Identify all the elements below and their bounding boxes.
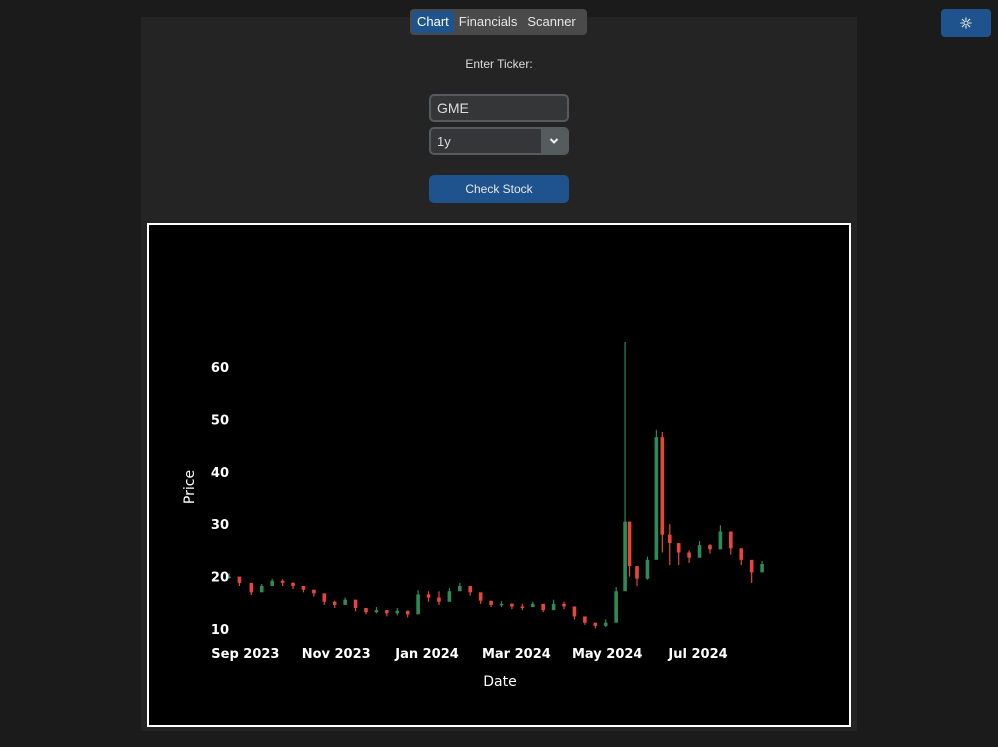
candle-body	[395, 610, 400, 614]
y-tick-label: 60	[211, 361, 229, 376]
x-axis-title: Date	[483, 674, 516, 690]
candle-body	[426, 594, 431, 598]
candle-body	[708, 545, 712, 550]
tab-chart[interactable]: Chart	[412, 11, 454, 33]
y-axis-title: Price	[182, 470, 198, 504]
ticker-input[interactable]	[429, 94, 569, 122]
candle-body	[635, 566, 639, 579]
x-tick-label: Jan 2024	[394, 647, 459, 662]
candle-body	[280, 580, 285, 583]
y-tick-label: 10	[211, 623, 229, 638]
candle-body	[510, 603, 514, 607]
price-chart: 10 20 30 40 50 60 Sep 2023 Nov 2023 Jan 2024 Mar…	[147, 223, 851, 727]
candle-body	[353, 599, 358, 609]
settings-button[interactable]	[941, 9, 991, 37]
x-tick-label: May 2024	[572, 647, 643, 662]
candle-body	[645, 559, 650, 579]
period-value: 1y	[437, 133, 451, 149]
candle-body	[697, 545, 702, 558]
candle-body	[603, 622, 608, 626]
candle-body	[654, 437, 659, 560]
candles-layer	[227, 341, 764, 629]
y-tick-label: 40	[211, 466, 229, 481]
y-tick-label: 50	[211, 413, 229, 428]
check-stock-button[interactable]: Check Stock	[429, 175, 569, 203]
candle-body	[520, 606, 525, 608]
candle-body	[499, 603, 504, 606]
candle-body	[687, 552, 691, 558]
tab-financials[interactable]: Financials	[458, 14, 518, 29]
candle-body	[458, 586, 462, 592]
candle-body	[447, 591, 452, 602]
candle-body	[583, 616, 587, 623]
candle-body	[739, 548, 744, 560]
candle-body	[416, 594, 420, 615]
candle-body	[478, 592, 483, 601]
candle-body	[237, 576, 242, 583]
candle-body	[551, 603, 556, 611]
candle-body	[489, 600, 493, 605]
candle-body	[614, 591, 618, 623]
candle-body	[270, 580, 274, 587]
candle-body	[660, 437, 665, 535]
x-tick-label: Sep 2023	[211, 647, 279, 662]
candle-body	[572, 606, 577, 617]
candle-body	[593, 622, 598, 626]
candle-body	[718, 531, 723, 550]
gear-icon	[960, 17, 972, 29]
candle-body	[291, 582, 295, 587]
y-tick-label: 20	[211, 571, 229, 586]
candle-body	[729, 531, 733, 549]
candle-body	[667, 534, 672, 544]
candle-body	[437, 597, 441, 602]
candle-body	[623, 521, 627, 592]
y-tick-labels: 10 20 30 40 50 60	[211, 361, 229, 638]
candle-body	[468, 586, 473, 593]
candle-body	[405, 610, 410, 615]
candle-body	[301, 586, 306, 590]
candle-body	[332, 601, 337, 605]
ticker-label: Enter Ticker:	[465, 57, 533, 71]
candle-body	[385, 610, 389, 614]
candle-body	[530, 603, 535, 607]
tab-scanner[interactable]: Scanner	[527, 14, 576, 29]
candle-body	[227, 576, 231, 579]
y-tick-label: 30	[211, 518, 229, 533]
x-tick-label: Nov 2023	[302, 647, 371, 662]
candle-body	[676, 543, 681, 553]
candle-body	[374, 610, 379, 613]
candle-body	[322, 593, 327, 602]
x-tick-label: Mar 2024	[482, 647, 551, 662]
x-tick-labels: Sep 2023 Nov 2023 Jan 2024 Mar 2024 May 2024…	[211, 647, 727, 662]
period-select[interactable]: 1y	[429, 127, 569, 155]
tab-bar: Chart Financials Scanner	[410, 9, 587, 35]
candle-body	[749, 559, 754, 573]
candle-body	[760, 564, 764, 573]
candle-body	[312, 589, 316, 594]
candle-body	[364, 608, 368, 613]
candle-body	[627, 521, 632, 567]
chevron-down-icon	[549, 138, 559, 144]
candle-body	[343, 599, 347, 605]
candle-body	[259, 586, 264, 593]
candle-body	[562, 603, 566, 607]
candle-body	[249, 582, 254, 593]
dropdown-arrow[interactable]	[541, 129, 567, 153]
candlestick-chart: 10 20 30 40 50 60 Sep 2023 Nov 2023 Jan 2024 Mar…	[182, 341, 764, 690]
x-tick-label: Jul 2024	[667, 647, 727, 662]
candle-body	[541, 603, 545, 611]
